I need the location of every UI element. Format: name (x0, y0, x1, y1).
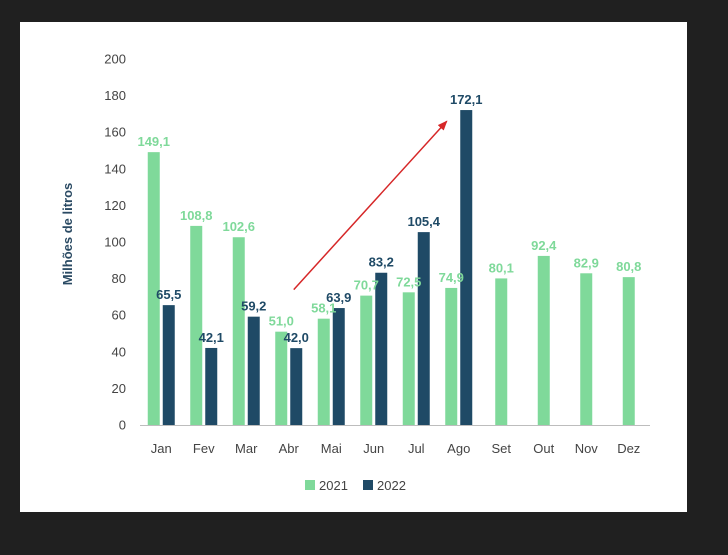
legend-swatch (305, 480, 315, 490)
bar-2021 (537, 255, 550, 425)
x-tick-label: Mai (321, 441, 342, 456)
y-tick-label: 200 (104, 52, 126, 67)
data-label-2021: 82,9 (574, 255, 599, 270)
data-labels: 149,1 65,5 108,8 42,1 102,6 59,251,042,058,16… (137, 92, 641, 345)
x-axis-ticks: Jan Fev Mar Abr Mai Jun Jul Ago Set Out Nov Dez (151, 441, 641, 456)
annotations (293, 120, 448, 291)
data-label-2022: 105,4 (407, 214, 440, 229)
bar-2022 (205, 347, 218, 425)
x-tick-label: Jan (151, 441, 172, 456)
data-label-2022: 42,1 (199, 330, 224, 345)
data-label-2022: 59,2 (241, 299, 266, 314)
bar-2021 (147, 152, 160, 425)
bar-2021 (402, 292, 415, 425)
bar-2022 (247, 316, 260, 425)
bar-2022 (162, 305, 175, 425)
data-label-2021: 70,7 (354, 278, 379, 293)
x-tick-label: Jun (363, 441, 384, 456)
bars (147, 110, 635, 425)
bar-2021 (580, 273, 593, 425)
y-tick-label: 100 (104, 235, 126, 250)
x-tick-label: Jul (408, 441, 425, 456)
bar-2021 (445, 287, 458, 425)
x-tick-label: Fev (193, 441, 215, 456)
data-label-2022: 42,0 (284, 330, 309, 345)
x-tick-label: Dez (617, 441, 640, 456)
y-tick-label: 160 (104, 125, 126, 140)
x-tick-label: Out (533, 441, 554, 456)
bar-2021 (275, 331, 288, 425)
data-label-2021: 80,8 (616, 259, 641, 274)
bar-chart: Milhões de litros 0 20 40 60 80 100 120 140 160 1… (60, 52, 650, 493)
x-tick-label: Set (491, 441, 511, 456)
legend-label: 2022 (377, 478, 406, 493)
data-label-2022: 172,1 (450, 92, 483, 107)
bar-2022 (417, 232, 430, 425)
y-tick-label: 180 (104, 88, 126, 103)
x-tick-label: Mar (235, 441, 258, 456)
data-label-2022: 83,2 (369, 255, 394, 270)
y-axis-title-group: Milhões de litros (60, 183, 75, 286)
data-label-2022: 63,9 (326, 290, 351, 305)
y-axis-ticks: 0 20 40 60 80 100 120 140 160 180 200 (104, 52, 126, 433)
trend-arrow (293, 120, 448, 291)
bar-2021 (317, 318, 330, 425)
bar-2021 (190, 225, 203, 425)
bar-2021 (360, 295, 373, 425)
legend-label: 2021 (319, 478, 348, 493)
bar-2021 (232, 237, 245, 425)
bar-2021 (622, 277, 635, 425)
x-tick-label: Nov (575, 441, 599, 456)
chart-card: Milhões de litros 0 20 40 60 80 100 120 140 160 1… (20, 22, 687, 512)
y-tick-label: 0 (119, 418, 126, 433)
bar-2021 (495, 278, 508, 425)
y-tick-label: 80 (112, 271, 126, 286)
data-label-2021: 51,0 (269, 314, 294, 329)
data-label-2021: 58,1 (311, 301, 336, 316)
y-tick-label: 60 (112, 308, 126, 323)
data-label-2021: 102,6 (222, 219, 255, 234)
data-label-2021: 72,5 (396, 274, 421, 289)
x-tick-label: Abr (279, 441, 300, 456)
y-tick-label: 40 (112, 344, 126, 359)
bar-2022 (290, 348, 303, 425)
y-axis-title: Milhões de litros (60, 183, 75, 286)
legend: 2021 2022 (305, 478, 406, 493)
y-tick-label: 120 (104, 198, 126, 213)
bar-2022 (375, 272, 388, 425)
data-label-2021: 74,9 (439, 270, 464, 285)
y-tick-label: 140 (104, 161, 126, 176)
data-label-2021: 149,1 (137, 134, 170, 149)
data-label-2021: 108,8 (180, 208, 213, 223)
y-tick-label: 20 (112, 381, 126, 396)
bar-2022 (460, 110, 473, 425)
x-tick-label: Ago (447, 441, 470, 456)
data-label-2021: 92,4 (531, 238, 557, 253)
data-label-2021: 80,1 (489, 260, 514, 275)
legend-swatch (363, 480, 373, 490)
data-label-2022: 65,5 (156, 287, 181, 302)
bar-2022 (332, 308, 345, 425)
